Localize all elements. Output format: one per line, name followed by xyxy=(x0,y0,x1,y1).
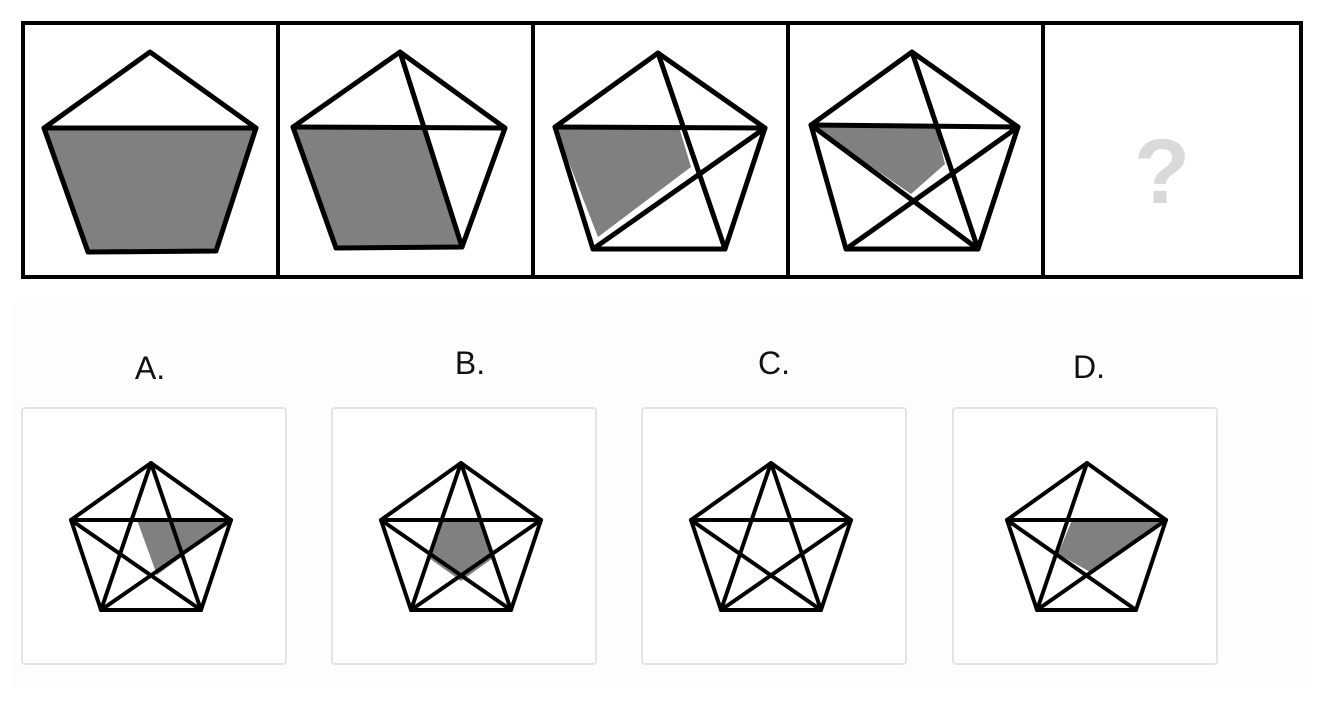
option-c-card[interactable] xyxy=(641,407,907,665)
pentagon-star-figure xyxy=(689,461,853,612)
option-a-card[interactable] xyxy=(21,407,287,665)
option-a-figure xyxy=(69,461,233,612)
pentagon-figure xyxy=(552,50,768,252)
option-c-figure xyxy=(689,461,853,612)
sequence-panel-4 xyxy=(786,21,1045,279)
pentagon-star-figure xyxy=(69,461,233,612)
option-d-figure xyxy=(1005,461,1168,612)
sequence-panel-question: ? xyxy=(1041,21,1303,279)
shaded-region xyxy=(137,520,231,575)
option-b-label: B. xyxy=(454,345,486,381)
shaded-region xyxy=(44,128,256,252)
shaded-region xyxy=(811,125,945,194)
pentagon-figure xyxy=(808,49,1021,252)
shaded-region xyxy=(555,127,691,237)
pentagon-figure xyxy=(41,49,259,255)
pentagon-figure xyxy=(1005,461,1168,612)
option-d-card[interactable] xyxy=(952,407,1218,665)
question-mark: ? xyxy=(1134,121,1190,223)
sequence-strip: ? xyxy=(21,21,1303,279)
sequence-panel-1 xyxy=(21,21,280,279)
sequence-panel-3 xyxy=(531,21,790,279)
shaded-region xyxy=(1058,520,1166,573)
shaded-region xyxy=(293,127,462,248)
pentagon-figure xyxy=(290,49,508,251)
sequence-panel-2 xyxy=(276,21,535,279)
option-a-label: A. xyxy=(134,350,166,386)
option-d-label: D. xyxy=(1073,349,1105,385)
option-c-label: C. xyxy=(758,345,790,381)
option-b-card[interactable] xyxy=(331,407,597,665)
option-b-figure xyxy=(379,461,543,612)
options-panel: A. B. xyxy=(12,303,1312,687)
pentagon-star-figure xyxy=(379,461,543,612)
